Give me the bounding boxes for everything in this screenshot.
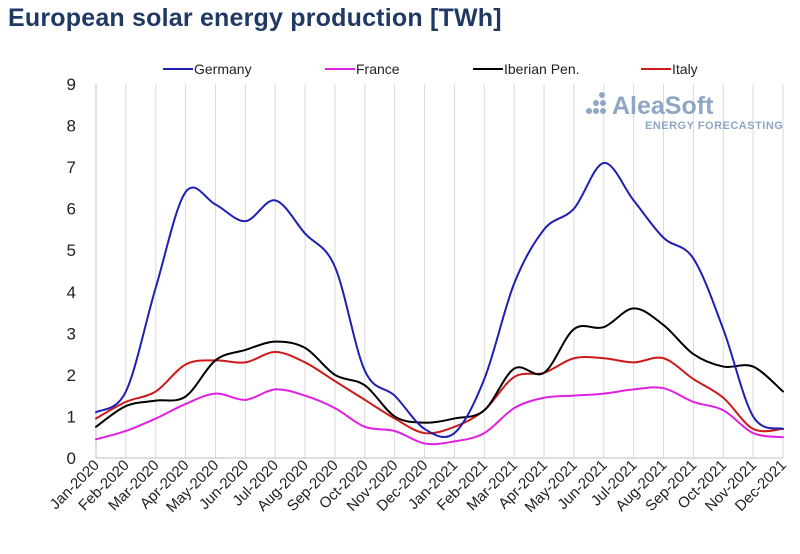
y-tick-label: 2 [67,366,76,385]
y-tick-label: 5 [67,241,76,260]
legend-label-italy: Italy [672,61,698,77]
logo-tagline: ENERGY FORECASTING [645,120,783,132]
legend-label-germany: Germany [194,61,252,77]
logo-name: AleaSoft [612,92,714,120]
y-tick-label: 3 [67,324,76,343]
series-line-iberian-pen [95,307,784,428]
y-tick-label: 6 [67,200,76,219]
y-tick-label: 9 [67,75,76,94]
legend-label-france: France [356,61,400,77]
series-line-france [95,386,784,446]
series-line-germany [95,161,784,439]
aleasoft-logo: AleaSoft ENERGY FORECASTING [586,92,783,132]
series-lines [95,161,784,446]
y-tick-label: 8 [67,117,76,136]
legend-label-iberian-pen: Iberian Pen. [504,61,580,77]
chart-title: European solar energy production [TWh] [8,4,502,32]
tick-labels: 0123456789Jan-2020Feb-2020Mar-2020Apr-20… [47,75,790,516]
y-tick-label: 0 [67,449,76,468]
y-tick-label: 7 [67,158,76,177]
series-line-italy [95,351,784,435]
y-tick-label: 4 [67,283,76,302]
logo-dots-icon [586,92,606,114]
y-tick-label: 1 [67,407,76,426]
grid-lines [95,84,784,458]
axes [95,84,783,459]
legend: Germany France Iberian Pen. Italy [163,61,698,77]
